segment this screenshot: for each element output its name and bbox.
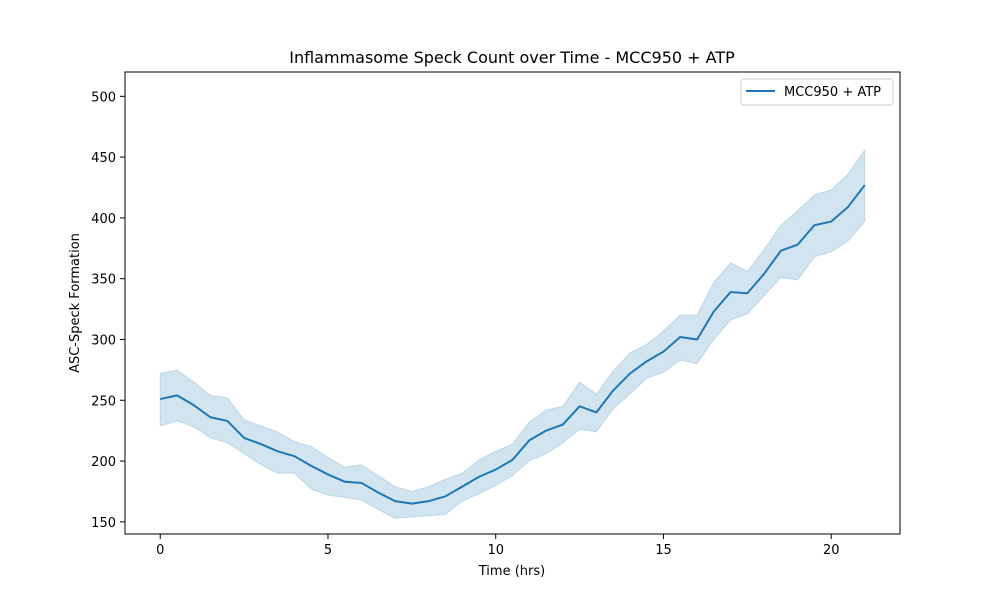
y-tick-label: 350: [91, 273, 116, 288]
y-axis: 150 200 250 300 350 400 450 500: [91, 90, 125, 531]
chart-title: Inflammasome Speck Count over Time - MCC…: [289, 48, 735, 67]
data-point: [377, 492, 379, 494]
data-point: [461, 486, 463, 488]
data-point: [260, 443, 262, 445]
plot-area: [159, 148, 866, 519]
data-point: [528, 439, 530, 441]
data-point: [444, 495, 446, 497]
x-tick-label: 5: [324, 543, 332, 558]
data-point: [780, 250, 782, 252]
x-tick-label: 20: [823, 543, 840, 558]
y-tick-label: 300: [91, 333, 116, 348]
data-point: [293, 455, 295, 457]
data-point: [193, 404, 195, 406]
data-point: [662, 351, 664, 353]
data-point: [361, 482, 363, 484]
y-tick-label: 500: [91, 90, 116, 105]
data-point: [629, 373, 631, 375]
data-point: [159, 398, 161, 400]
data-point: [411, 503, 413, 505]
data-point: [797, 244, 799, 246]
series-0-confidence-band: [159, 148, 866, 519]
data-point: [226, 420, 228, 422]
data-point: [562, 424, 564, 426]
data-point: [730, 291, 732, 293]
legend-box: [740, 78, 894, 106]
data-point: [478, 476, 480, 478]
data-point: [864, 184, 866, 186]
y-tick-label: 450: [91, 151, 116, 166]
legend-label: MCC950 + ATP: [784, 85, 881, 100]
y-axis-label: ASC-Speck Formation: [68, 233, 83, 373]
x-axis-label: Time (hrs): [478, 564, 545, 579]
data-point: [176, 394, 178, 396]
data-point: [830, 221, 832, 223]
data-point: [847, 206, 849, 208]
x-tick-label: 15: [655, 543, 672, 558]
data-point: [344, 481, 346, 483]
plot-frame: [124, 71, 901, 535]
y-tick-label: 200: [91, 455, 116, 470]
data-point: [243, 437, 245, 439]
data-point: [646, 360, 648, 362]
series-0-line: [160, 184, 866, 505]
legend: MCC950 + ATP: [740, 78, 894, 106]
x-tick-label: 10: [487, 543, 504, 558]
data-point: [210, 416, 212, 418]
data-point: [746, 292, 748, 294]
data-point: [512, 459, 514, 461]
data-point: [813, 224, 815, 226]
data-point: [763, 273, 765, 275]
x-tick-label: 0: [156, 543, 164, 558]
y-tick-label: 250: [91, 394, 116, 409]
data-point: [579, 405, 581, 407]
data-point: [696, 338, 698, 340]
y-tick-label: 400: [91, 212, 116, 227]
data-point: [277, 450, 279, 452]
data-point: [428, 500, 430, 502]
data-point: [595, 411, 597, 413]
data-point: [679, 336, 681, 338]
data-point: [327, 473, 329, 475]
data-point: [612, 390, 614, 392]
y-tick-label: 150: [91, 516, 116, 531]
data-point: [310, 465, 312, 467]
data-point: [713, 311, 715, 313]
data-point: [394, 500, 396, 502]
data-point: [495, 469, 497, 471]
x-axis: 0 5 10 15 20: [156, 534, 839, 558]
data-point: [545, 430, 547, 432]
